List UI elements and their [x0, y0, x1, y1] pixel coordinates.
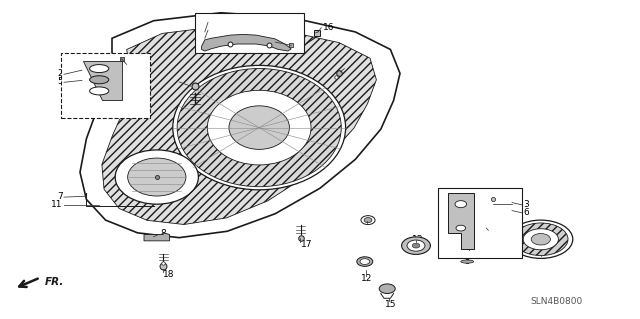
Text: 7: 7 [57, 192, 63, 201]
Text: 9: 9 [468, 246, 473, 255]
Bar [438, 188, 522, 258]
Text: 13: 13 [412, 235, 423, 244]
Text: 21: 21 [128, 59, 140, 68]
Text: 18: 18 [163, 270, 175, 279]
Polygon shape [144, 233, 170, 241]
Polygon shape [83, 61, 122, 100]
Text: 16: 16 [323, 23, 335, 32]
Ellipse shape [128, 158, 186, 196]
Text: 3: 3 [524, 200, 529, 209]
Text: 21: 21 [490, 226, 502, 235]
Ellipse shape [379, 284, 396, 293]
Ellipse shape [229, 106, 289, 149]
Ellipse shape [360, 259, 370, 264]
Text: 17: 17 [301, 240, 312, 249]
Ellipse shape [509, 220, 573, 258]
Ellipse shape [177, 69, 341, 187]
Text: 10: 10 [537, 252, 548, 261]
Ellipse shape [523, 229, 558, 250]
Ellipse shape [455, 201, 467, 208]
Ellipse shape [361, 216, 375, 225]
Bar [195, 13, 304, 53]
Ellipse shape [445, 232, 490, 240]
Ellipse shape [90, 87, 109, 95]
Ellipse shape [412, 243, 420, 248]
Ellipse shape [461, 260, 474, 263]
Ellipse shape [402, 237, 431, 255]
Text: 4: 4 [205, 24, 211, 33]
Ellipse shape [90, 64, 109, 73]
Ellipse shape [173, 65, 346, 190]
Text: 12: 12 [361, 274, 372, 283]
Ellipse shape [407, 240, 425, 251]
Text: 1: 1 [205, 16, 211, 25]
Ellipse shape [456, 225, 466, 231]
Bar [61, 53, 150, 118]
Text: 21: 21 [275, 37, 287, 46]
Polygon shape [102, 26, 376, 225]
Ellipse shape [531, 234, 550, 245]
Polygon shape [448, 193, 474, 249]
Text: 2: 2 [57, 69, 63, 78]
Bar [445, 236, 490, 254]
Text: 6: 6 [524, 208, 529, 217]
Ellipse shape [364, 218, 372, 223]
Text: FR.: FR. [45, 277, 64, 287]
Text: 20: 20 [166, 77, 178, 86]
Ellipse shape [207, 90, 311, 165]
Text: 5: 5 [57, 77, 63, 86]
Text: 14: 14 [363, 216, 374, 225]
Ellipse shape [115, 150, 198, 204]
Polygon shape [80, 13, 400, 238]
Text: 15: 15 [385, 300, 396, 309]
Ellipse shape [357, 257, 372, 266]
Ellipse shape [90, 76, 109, 84]
Text: SLN4B0800: SLN4B0800 [531, 297, 583, 306]
Text: 19: 19 [346, 63, 357, 71]
Text: 8: 8 [160, 229, 166, 238]
Text: 11: 11 [51, 200, 63, 209]
Polygon shape [202, 34, 291, 51]
Ellipse shape [445, 249, 490, 258]
Ellipse shape [513, 223, 568, 256]
